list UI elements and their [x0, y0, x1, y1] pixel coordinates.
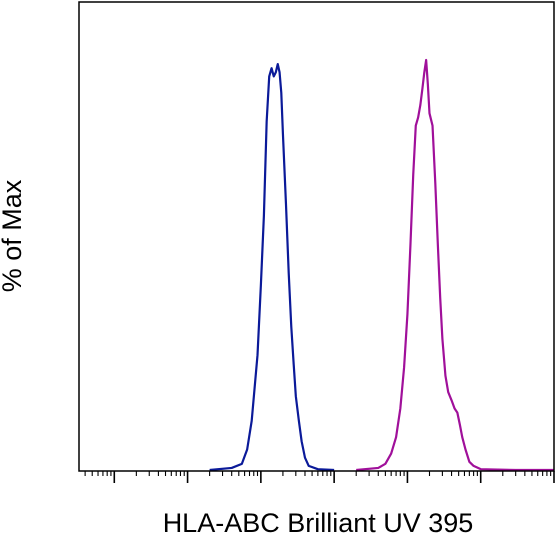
histogram-series-2	[356, 58, 554, 472]
x-axis-title: HLA-ABC Brilliant UV 395	[163, 508, 474, 538]
y-axis-title: % of Max	[0, 179, 27, 292]
histogram-series-1	[209, 62, 335, 472]
x-axis-ticks	[84, 471, 555, 483]
series-layer	[209, 58, 554, 472]
plot-frame	[78, 1, 555, 472]
